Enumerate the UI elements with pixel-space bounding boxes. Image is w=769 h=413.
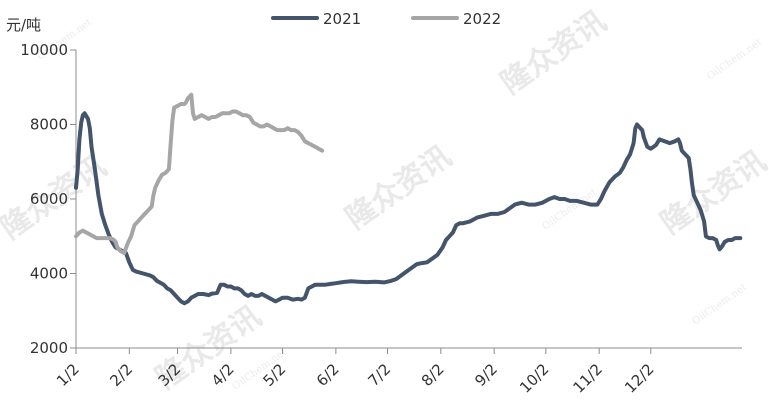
watermark-site: OilChem.net: [705, 37, 763, 83]
watermark-site: OilChem.net: [540, 187, 598, 233]
x-tick-label: 6/2: [313, 360, 343, 390]
y-axis-unit-label: 元/吨: [6, 16, 41, 34]
x-tick-label: 9/2: [471, 360, 501, 390]
y-tick-label: 4000: [30, 265, 68, 283]
x-tick-label: 8/2: [418, 360, 448, 390]
y-tick-label: 6000: [30, 190, 68, 208]
x-tick-label: 1/2: [53, 360, 83, 390]
x-tick-label: 12/2: [621, 360, 658, 397]
y-tick-label: 2000: [30, 339, 68, 357]
legend-label-2021: 2021: [323, 10, 361, 28]
y-tick-label: 10000: [20, 41, 68, 59]
y-axis-ticks: 2000 4000 6000 8000 10000: [20, 41, 76, 357]
x-tick-label: 10/2: [516, 360, 553, 397]
watermark-site: OilChem.net: [690, 282, 748, 328]
series-line-2021: [74, 111, 743, 306]
series-layer: [74, 92, 743, 306]
x-tick-label: 11/2: [569, 360, 606, 397]
y-tick-label: 8000: [30, 116, 68, 134]
series-line-2022: [74, 92, 325, 255]
watermark-brand: 隆众资讯: [495, 4, 613, 101]
x-tick-label: 7/2: [365, 360, 395, 390]
watermark-brand: 隆众资讯: [655, 144, 769, 241]
legend: 2021 2022: [271, 10, 501, 28]
legend-label-2022: 2022: [463, 10, 501, 28]
x-tick-label: 2/2: [106, 360, 136, 390]
x-axis-ticks: 1/2 2/2 3/2 4/2 5/2 6/2 7/2 8/2 9/2 10/2 11/2 12/2: [53, 348, 658, 397]
watermark-brand: 隆众资讯: [340, 139, 458, 236]
